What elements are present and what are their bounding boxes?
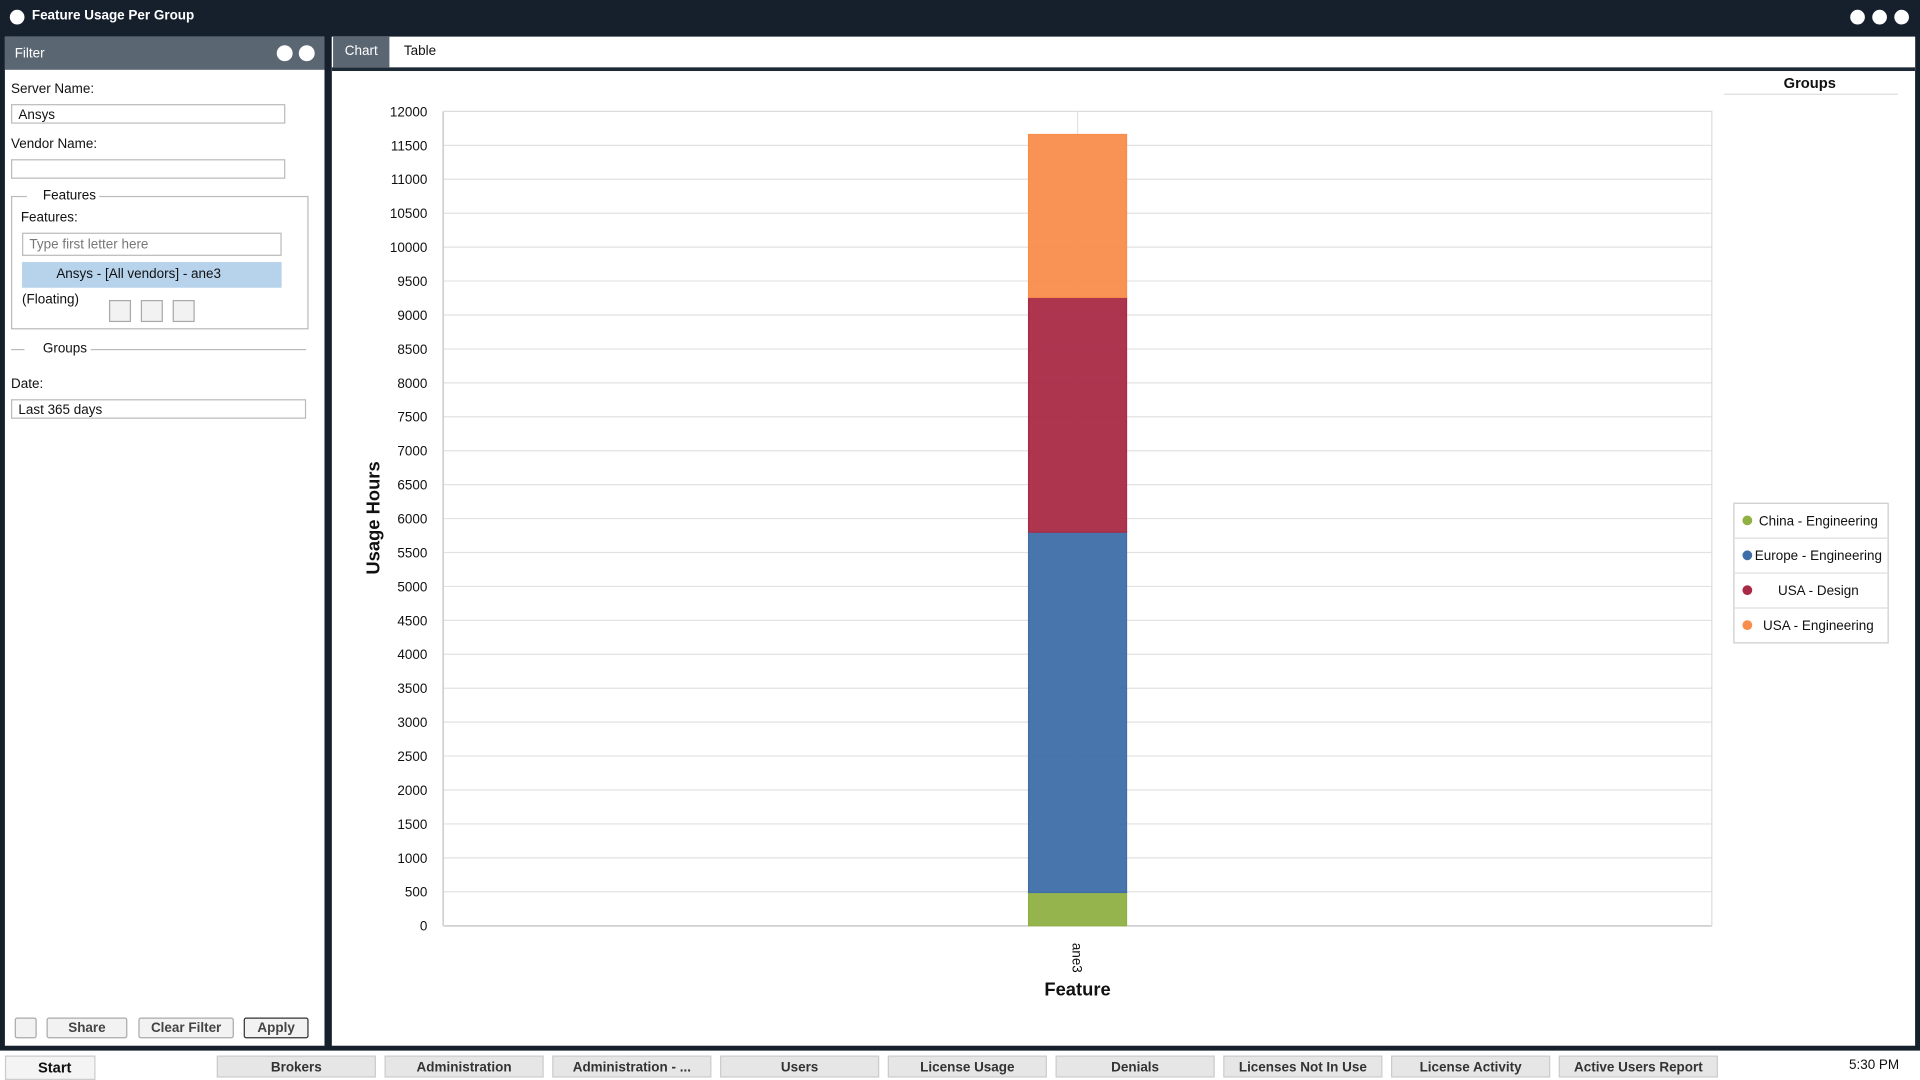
y-tick-label: 7500: [397, 410, 427, 425]
y-tick-label: 6500: [397, 478, 427, 493]
taskbar-item[interactable]: Denials: [1055, 1055, 1215, 1078]
date-select[interactable]: Last 365 days: [11, 399, 307, 419]
taskbar-item[interactable]: License Activity: [1391, 1055, 1551, 1078]
y-tick-label: 3500: [397, 681, 427, 696]
y-tick-label: 4500: [397, 613, 427, 628]
bar-segment: [1027, 891, 1128, 927]
clear-filter-button[interactable]: Clear Filter: [138, 1017, 234, 1039]
legend-title: Groups: [1784, 76, 1836, 92]
select-none[interactable]: [140, 300, 163, 323]
bar-segment: [1027, 296, 1128, 533]
start-button[interactable]: Start: [4, 1055, 96, 1080]
taskbar-item[interactable]: Users: [720, 1055, 880, 1078]
legend-swatch: [1742, 620, 1753, 630]
close-button[interactable]: [1894, 9, 1909, 25]
date-label: Date:: [11, 377, 44, 392]
y-tick-label: 3000: [397, 715, 427, 730]
legend-label: USA - Design: [1778, 583, 1859, 598]
taskbar-item[interactable]: Active Users Report: [1558, 1055, 1718, 1078]
vendor-select[interactable]: [11, 159, 286, 179]
y-tick-label: 11000: [391, 172, 427, 187]
features-input[interactable]: Type first letter here: [22, 232, 282, 256]
groups-section[interactable]: Groups: [24, 341, 91, 357]
y-tick-label: 5000: [397, 579, 427, 594]
app-icon: [9, 9, 25, 25]
y-tick-label: 1500: [397, 817, 427, 832]
selected-feature[interactable]: Ansys - [All vendors] - ane3 (Floating): [22, 262, 282, 307]
y-tick-label: 9500: [397, 274, 427, 289]
features-box: [11, 195, 309, 330]
features-label: Features:: [20, 210, 78, 226]
y-tick-label: 5500: [397, 545, 427, 560]
legend-label: Europe - Engineering: [1755, 548, 1882, 563]
server-label: Server Name:: [11, 82, 95, 97]
taskbar-item[interactable]: Administration - ...: [552, 1055, 712, 1078]
select-all[interactable]: [108, 300, 132, 323]
taskbar-item[interactable]: License Usage: [887, 1055, 1047, 1078]
filter-header: [4, 36, 325, 70]
y-tick-label: 0: [420, 919, 427, 934]
features-section[interactable]: Features: [26, 188, 100, 204]
filter-title: Filter: [14, 46, 45, 62]
y-tick-label: 7000: [397, 444, 427, 459]
share-button[interactable]: Share: [46, 1017, 128, 1039]
y-tick-label: 2000: [397, 783, 427, 798]
y-tick-label: 10500: [390, 206, 427, 221]
x-tick-label: ane3: [1070, 943, 1085, 973]
clock: 5:30 PM: [1848, 1057, 1900, 1073]
vendor-label: Vendor Name:: [11, 137, 98, 152]
y-tick-label: 4000: [397, 647, 427, 662]
collapse-button[interactable]: [276, 45, 293, 62]
y-tick-label: 8000: [397, 376, 427, 391]
apply-button[interactable]: Apply: [243, 1017, 309, 1039]
tab-chart[interactable]: Chart: [333, 36, 390, 68]
legend-swatch: [1742, 515, 1753, 526]
minimize-button[interactable]: [1850, 9, 1865, 25]
y-axis-title: Usage Hours: [363, 461, 384, 574]
y-tick-label: 8500: [397, 342, 427, 357]
taskbar-item[interactable]: Brokers: [216, 1055, 376, 1078]
y-tick-label: 500: [405, 885, 427, 900]
bar-segment: [1027, 133, 1128, 298]
taskbar-item[interactable]: Licenses Not In Use: [1223, 1055, 1383, 1078]
groups-rule: [11, 348, 307, 351]
tab-bar: [331, 36, 1916, 72]
maximize-button[interactable]: [1872, 9, 1887, 25]
filter-panel: Filter Server Name: Ansys Vendor Name: F…: [4, 36, 325, 1046]
tab-table[interactable]: Table: [403, 44, 437, 59]
legend-swatch: [1742, 550, 1753, 561]
settings-button[interactable]: [298, 45, 315, 62]
taskbar-item[interactable]: Administration: [384, 1055, 544, 1078]
server-select[interactable]: Ansys: [11, 104, 286, 124]
y-tick-label: 11500: [391, 138, 427, 153]
y-tick-label: 9000: [397, 308, 427, 323]
legend-label: USA - Engineering: [1763, 618, 1874, 633]
y-tick-label: 12000: [390, 104, 427, 119]
x-axis-title: Feature: [1044, 979, 1110, 1000]
y-tick-label: 1000: [397, 851, 427, 866]
legend-swatch: [1742, 585, 1753, 596]
y-tick-label: 6000: [397, 511, 427, 526]
y-tick-label: 2500: [397, 749, 427, 764]
y-tick-label: 10000: [390, 240, 427, 255]
legend-label: China - Engineering: [1759, 513, 1878, 528]
filter-icon-button[interactable]: [14, 1017, 37, 1039]
bar-segment: [1027, 531, 1128, 894]
clear-features[interactable]: [172, 300, 195, 323]
window-title: Feature Usage Per Group: [31, 8, 195, 24]
